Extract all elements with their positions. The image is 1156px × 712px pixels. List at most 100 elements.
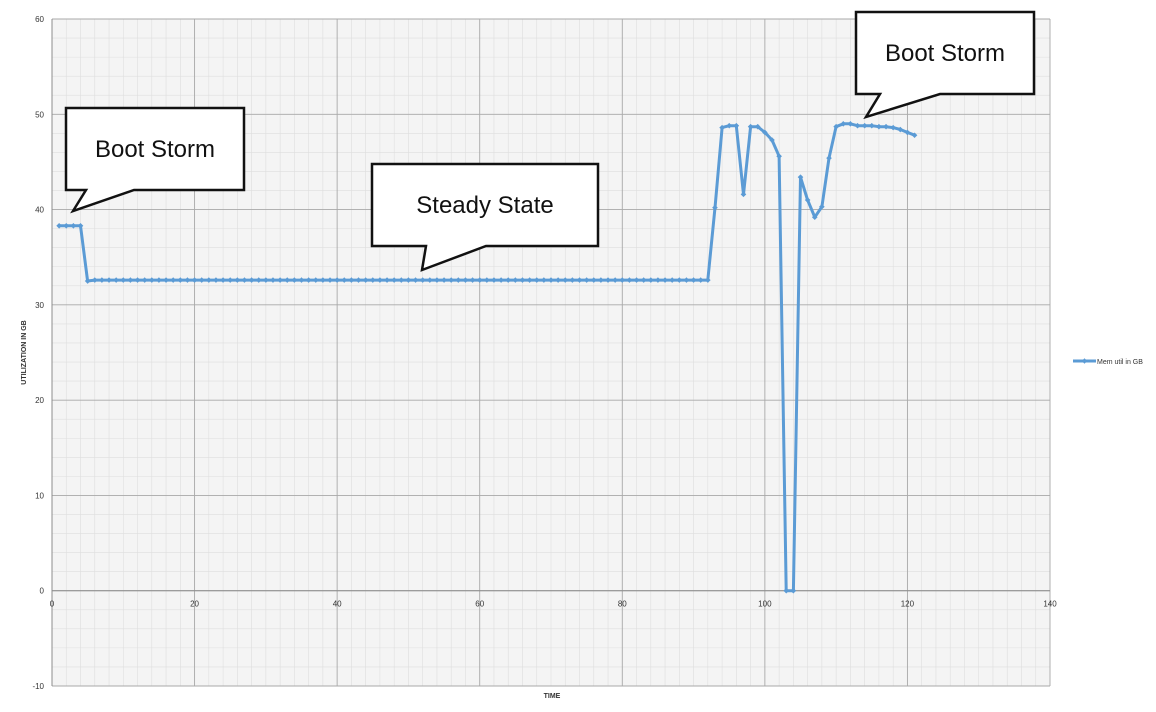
data-point xyxy=(234,277,241,283)
x-tick-label: 140 xyxy=(1043,600,1057,609)
data-point xyxy=(861,122,868,129)
data-point xyxy=(198,277,205,283)
data-point xyxy=(633,277,640,283)
callout-bubble xyxy=(854,10,1036,120)
data-point xyxy=(605,277,611,283)
data-point xyxy=(91,277,98,283)
data-point xyxy=(248,277,255,283)
x-tick-label: 40 xyxy=(333,600,342,609)
data-point xyxy=(491,277,497,283)
data-point xyxy=(298,277,305,283)
data-point xyxy=(184,277,191,283)
data-point xyxy=(598,277,604,283)
data-point xyxy=(405,277,412,283)
data-point xyxy=(505,277,512,283)
data-point xyxy=(904,129,911,136)
data-point xyxy=(590,277,597,283)
legend-marker xyxy=(1081,358,1088,364)
data-point xyxy=(519,277,526,283)
data-point xyxy=(804,197,811,203)
callout-label: Boot Storm xyxy=(885,40,1005,67)
data-point xyxy=(705,277,711,283)
callout-label: Steady State xyxy=(416,192,553,219)
data-point xyxy=(619,277,626,283)
data-point xyxy=(847,121,854,127)
data-point xyxy=(569,277,576,283)
data-point xyxy=(149,277,155,283)
data-point xyxy=(776,153,782,160)
data-point xyxy=(341,277,348,283)
data-point xyxy=(726,122,733,129)
data-point xyxy=(583,277,590,283)
x-tick-label: 0 xyxy=(50,600,55,609)
data-point xyxy=(455,277,462,283)
data-point xyxy=(84,278,91,284)
data-point xyxy=(683,277,690,283)
data-point xyxy=(655,277,661,283)
data-point xyxy=(355,277,362,283)
data-point xyxy=(833,123,839,130)
data-point xyxy=(626,277,633,283)
data-point xyxy=(883,123,889,130)
data-point xyxy=(263,277,269,283)
data-point xyxy=(754,123,761,130)
data-point xyxy=(113,277,119,283)
x-tick-label: 100 xyxy=(758,600,772,609)
data-point xyxy=(555,277,561,283)
data-point xyxy=(441,277,447,283)
data-point xyxy=(526,277,533,283)
data-point xyxy=(106,277,112,283)
data-point xyxy=(277,277,283,283)
data-point xyxy=(769,137,775,143)
data-point xyxy=(362,277,369,283)
data-point xyxy=(206,277,212,283)
data-point xyxy=(134,277,141,283)
data-point xyxy=(305,277,312,283)
data-point xyxy=(533,277,540,283)
data-point xyxy=(669,277,675,283)
x-tick-label: 60 xyxy=(475,600,484,609)
callout-bubble xyxy=(370,162,600,272)
data-point xyxy=(284,277,291,283)
data-point xyxy=(648,277,654,283)
legend-label: Mem util in GB xyxy=(1097,359,1143,366)
y-tick-label: -10 xyxy=(32,682,44,691)
data-point xyxy=(434,277,440,283)
data-point xyxy=(498,277,504,283)
callout-bubble xyxy=(64,106,246,214)
data-point xyxy=(141,277,148,283)
data-point xyxy=(213,277,219,283)
y-tick-label: 20 xyxy=(35,396,44,405)
y-tick-label: 30 xyxy=(35,301,44,310)
data-point xyxy=(897,126,904,133)
data-point xyxy=(156,277,162,283)
x-tick-label: 120 xyxy=(901,600,915,609)
data-point xyxy=(255,277,262,283)
data-point xyxy=(177,277,184,283)
data-point xyxy=(384,277,390,283)
data-point xyxy=(220,277,226,283)
data-point xyxy=(854,122,861,129)
data-point xyxy=(612,277,618,283)
data-point xyxy=(462,277,469,283)
data-point xyxy=(783,587,790,594)
data-point xyxy=(398,277,405,283)
data-point xyxy=(662,277,668,283)
data-point xyxy=(790,587,797,594)
y-tick-label: 50 xyxy=(35,110,44,119)
data-point xyxy=(890,124,896,131)
data-point xyxy=(484,277,490,283)
data-point xyxy=(348,277,355,283)
y-axis-title: UTILIZATION IN GB xyxy=(21,320,28,384)
data-point xyxy=(227,277,234,283)
data-point xyxy=(63,222,70,229)
data-point xyxy=(576,277,583,283)
data-point xyxy=(476,277,483,283)
data-point xyxy=(740,191,747,198)
data-point xyxy=(911,132,918,139)
data-point xyxy=(819,203,825,210)
data-point xyxy=(70,222,77,229)
data-point xyxy=(797,174,804,180)
data-point xyxy=(733,122,740,129)
data-point xyxy=(719,124,725,131)
